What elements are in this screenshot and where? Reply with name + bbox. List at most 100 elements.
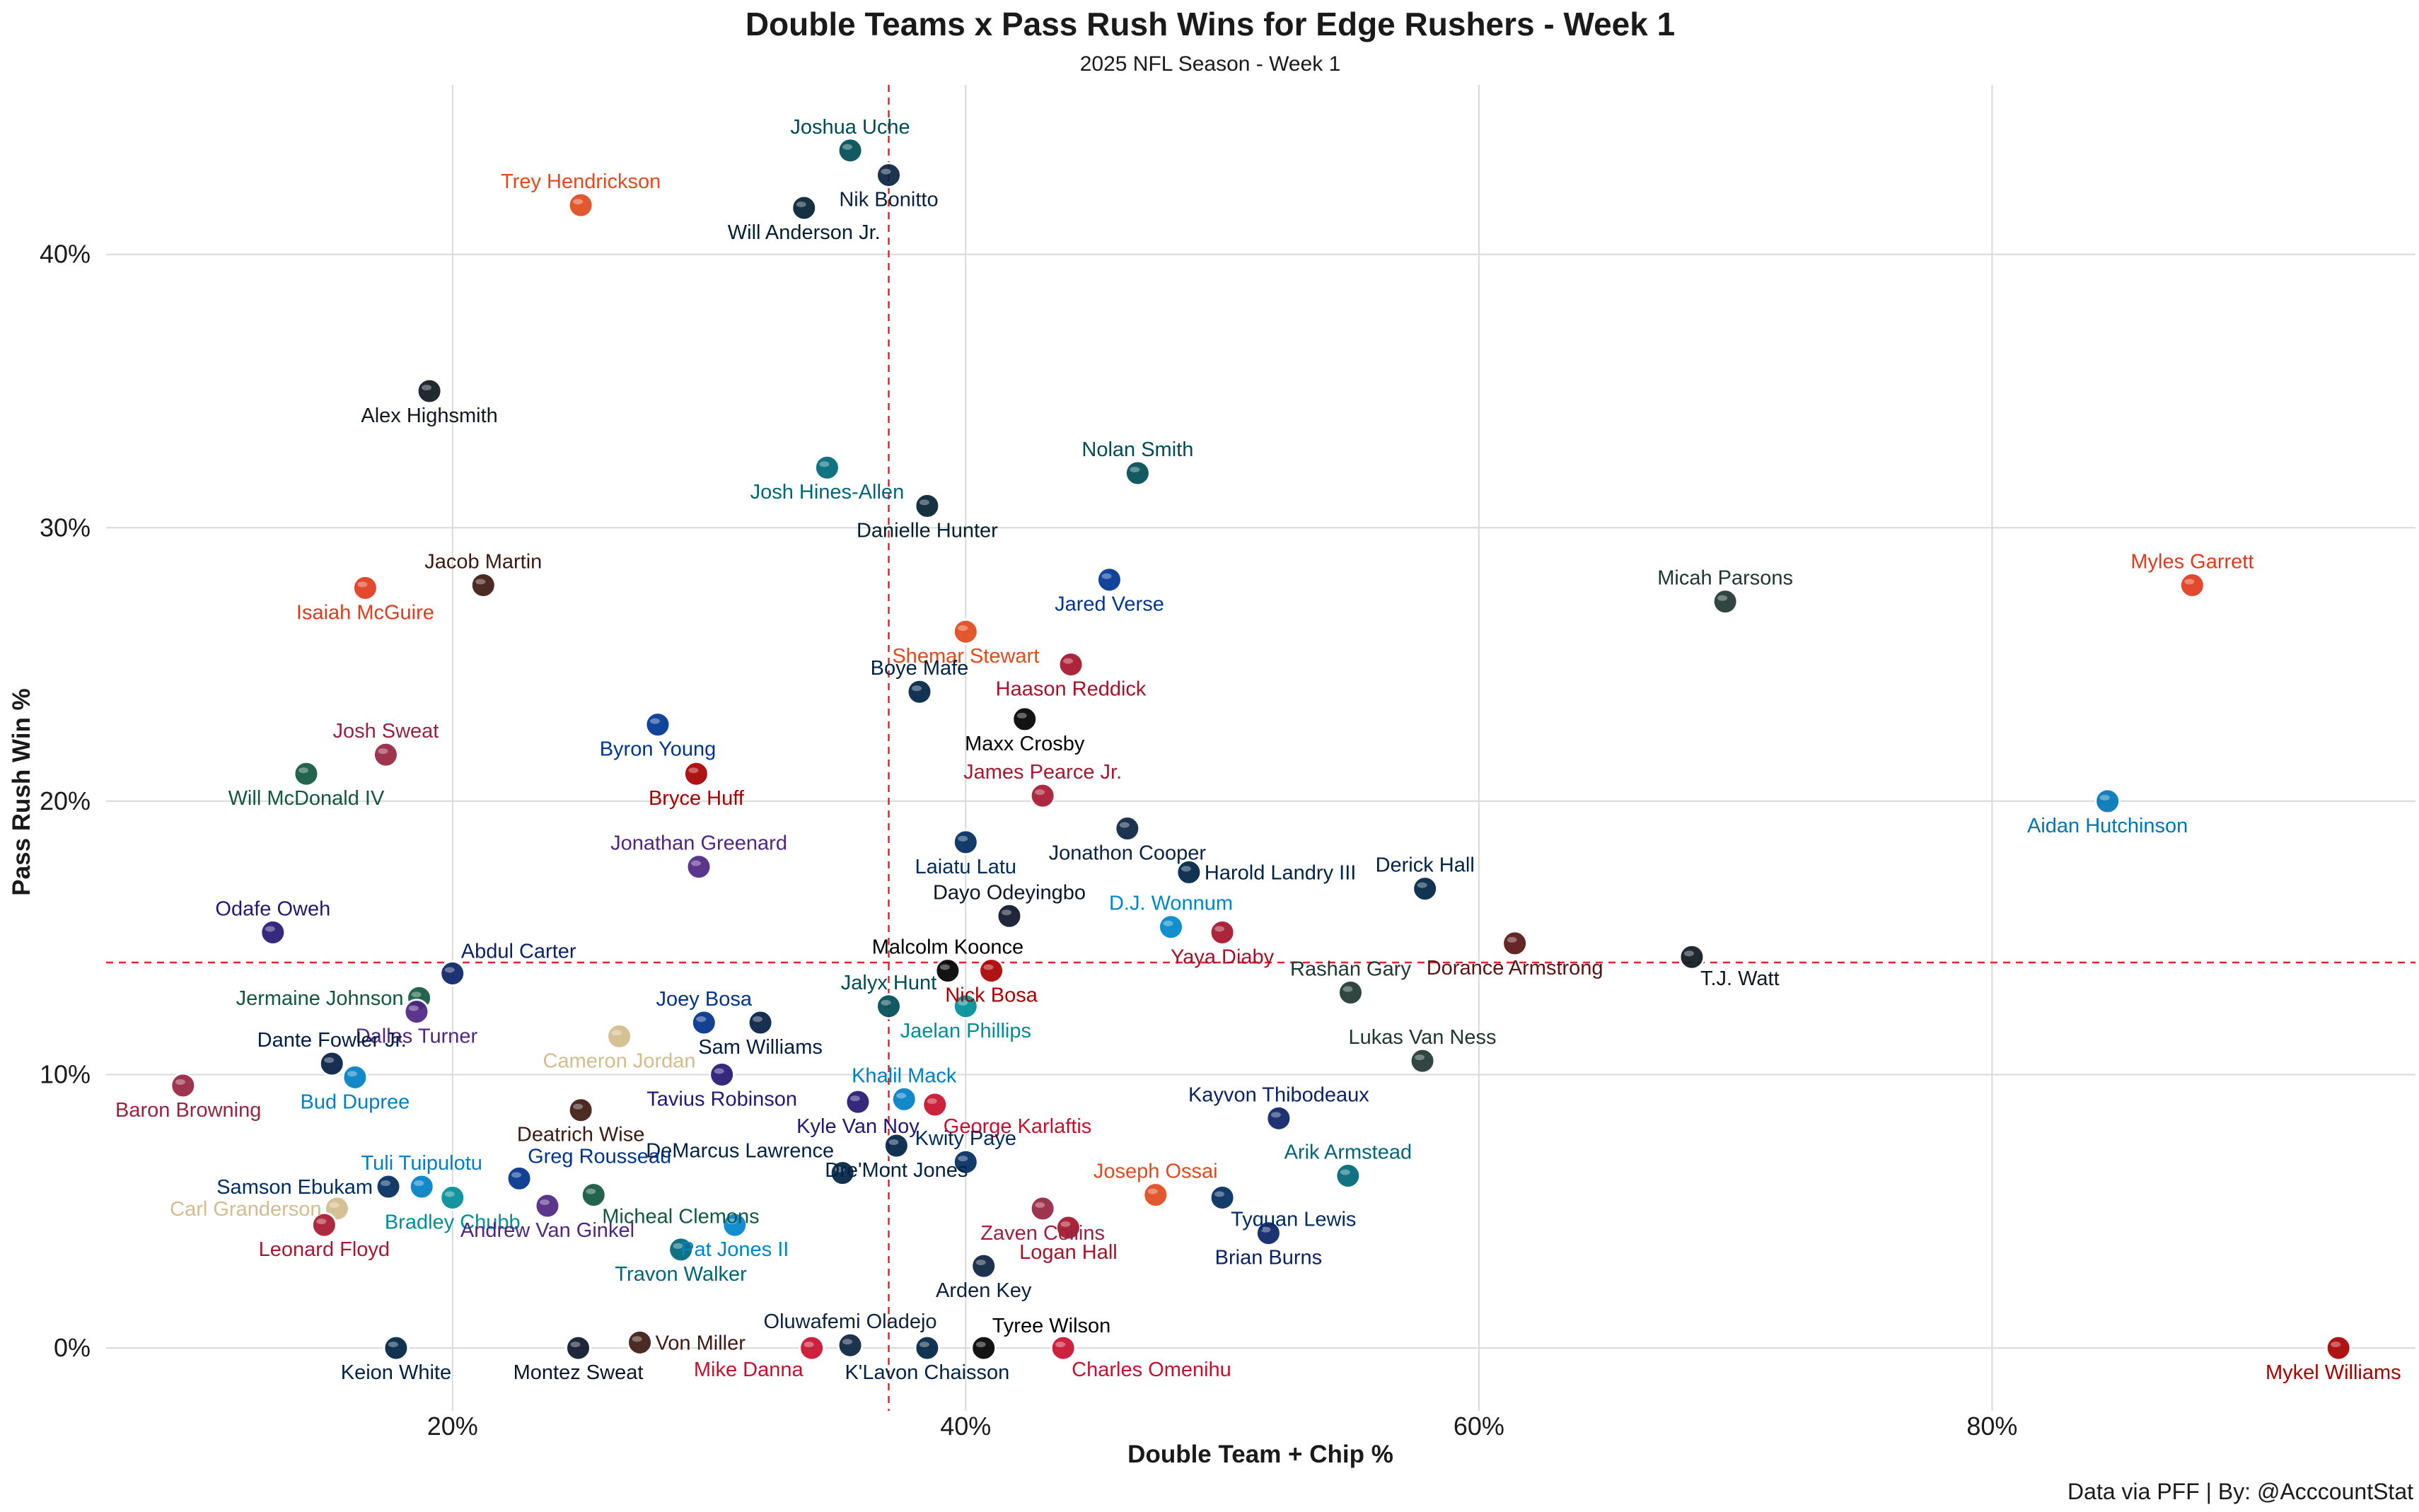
logo-highlight: [1035, 1202, 1045, 1208]
team-logo-marker: [978, 958, 1005, 984]
data-point: [875, 993, 902, 1020]
x-tick-label: 80%: [1966, 1412, 2017, 1441]
logo-highlight: [408, 1005, 419, 1011]
logo-highlight: [696, 1016, 707, 1023]
player-label: Logan Hall: [1019, 1241, 1118, 1264]
player-label: Jermaine Johnson: [236, 987, 404, 1010]
team-logo-marker: [934, 958, 961, 984]
team-logo-marker: [567, 192, 594, 219]
player-label: Bud Dupree: [301, 1091, 410, 1113]
team-logo-marker: [837, 1332, 864, 1359]
team-logo-marker: [1096, 566, 1123, 593]
player-label: Malcolm Koonce: [872, 936, 1023, 959]
team-logo-marker: [1029, 782, 1056, 809]
player-label: Isaiah McGuire: [296, 601, 434, 624]
data-point: [1055, 1214, 1081, 1241]
logo-highlight: [1001, 909, 1011, 916]
player-label: Will McDonald IV: [228, 787, 385, 810]
team-logo-marker: [996, 902, 1023, 929]
team-logo-marker: [1057, 651, 1084, 678]
data-point: [567, 1097, 594, 1124]
team-logo-marker: [1412, 876, 1439, 902]
logo-highlight: [975, 1342, 986, 1348]
logo-highlight: [1063, 658, 1074, 664]
team-logo-marker: [534, 1192, 561, 1219]
team-logo-marker: [439, 960, 466, 987]
team-logo-marker: [875, 162, 902, 189]
logo-highlight: [1055, 1342, 1066, 1348]
logo-highlight: [958, 1156, 968, 1162]
logo-highlight: [881, 999, 891, 1006]
data-point: [683, 760, 709, 787]
player-label: Danielle Hunter: [857, 519, 998, 542]
logo-highlight: [1683, 950, 1694, 957]
team-logo-marker: [906, 678, 933, 705]
data-point: [408, 1173, 435, 1200]
data-point: [837, 1332, 864, 1359]
data-point: [952, 1148, 979, 1175]
team-logo-marker: [683, 760, 709, 787]
team-logo-marker: [1409, 1047, 1436, 1074]
logo-highlight: [1717, 595, 1728, 601]
player-label: Jonathan Greenard: [610, 832, 787, 855]
player-label: Nolan Smith: [1081, 438, 1193, 461]
player-label: Kyle Van Noy: [796, 1115, 920, 1138]
team-logo-marker: [970, 1334, 997, 1361]
team-logo-marker: [709, 1061, 736, 1088]
data-point: [1176, 859, 1202, 885]
team-logo-marker: [1050, 1334, 1077, 1361]
player-label: Derick Hall: [1376, 854, 1475, 877]
team-logo-marker: [1337, 979, 1364, 1006]
logo-highlight: [1417, 882, 1427, 888]
logo-highlight: [632, 1336, 642, 1342]
logo-highlight: [881, 168, 891, 175]
x-tick-label: 60%: [1454, 1412, 1504, 1441]
player-label: Jonathon Cooper: [1049, 842, 1207, 865]
player-label: Harold Landry III: [1205, 861, 1356, 884]
team-logo-marker: [1142, 1182, 1169, 1209]
x-axis-title: Double Team + Chip %: [1127, 1441, 1393, 1468]
data-point: [685, 854, 712, 880]
player-label: Mike Danna: [694, 1359, 804, 1381]
logo-highlight: [381, 1180, 391, 1186]
data-point: [747, 1009, 774, 1036]
player-label: Byron Young: [600, 738, 716, 761]
team-logo-marker: [1158, 914, 1185, 941]
team-logo-marker: [606, 1023, 633, 1049]
logo-highlight: [1342, 986, 1353, 992]
data-point: [952, 993, 979, 1020]
data-point: [709, 1061, 736, 1088]
data-point: [2094, 788, 2121, 815]
player-label: K'Lavon Chaisson: [845, 1361, 1009, 1384]
data-point: [721, 1211, 748, 1238]
logo-highlight: [422, 384, 432, 390]
logo-highlight: [570, 1342, 581, 1348]
logo-highlight: [1119, 822, 1130, 828]
data-point: [813, 454, 840, 481]
player-label: Bryce Huff: [649, 787, 745, 810]
player-label: Brian Burns: [1215, 1247, 1323, 1269]
logo-highlight: [2099, 794, 2110, 801]
player-label: Lukas Van Ness: [1349, 1026, 1497, 1049]
logo-highlight: [842, 1339, 853, 1345]
player-label: Jacob Martin: [424, 550, 542, 573]
logo-highlight: [1507, 936, 1517, 943]
player-label: Carl Granderson: [170, 1198, 321, 1221]
data-point: [1011, 706, 1038, 733]
player-label: Pat Jones II: [680, 1238, 789, 1261]
data-point: [799, 1334, 825, 1361]
logo-highlight: [1147, 1188, 1158, 1194]
data-point: [970, 1252, 997, 1279]
data-point: [914, 492, 941, 519]
x-tick-label: 20%: [427, 1412, 478, 1441]
logo-highlight: [1163, 920, 1173, 926]
logo-highlight: [324, 1057, 335, 1064]
player-label: Joey Bosa: [656, 988, 753, 1011]
player-label: Dorance Armstrong: [1427, 957, 1603, 979]
data-point: [2325, 1334, 2352, 1361]
logo-highlight: [411, 991, 422, 998]
player-label: Mykel Williams: [2266, 1361, 2401, 1384]
logo-highlight: [939, 964, 950, 970]
team-logo-marker: [375, 1173, 402, 1200]
